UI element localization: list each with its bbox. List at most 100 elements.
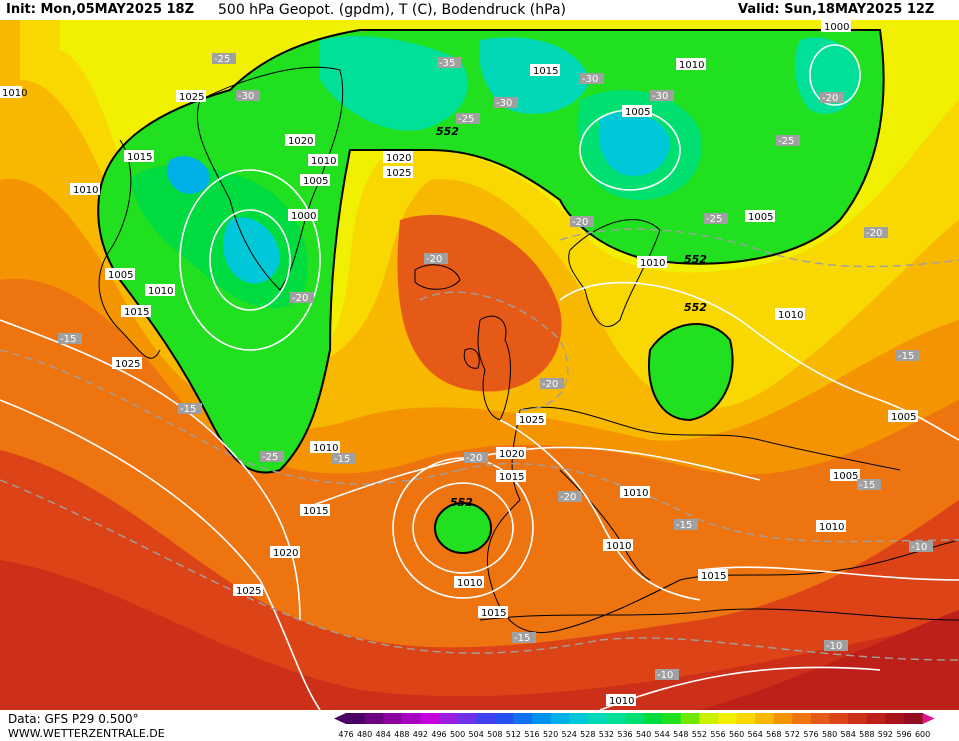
legend-swatch bbox=[829, 713, 849, 724]
svg-text:-20: -20 bbox=[466, 453, 482, 464]
legend-tick-label: 484 bbox=[376, 730, 391, 739]
legend-tick-label: 500 bbox=[450, 730, 465, 739]
legend-tick-label: 564 bbox=[748, 730, 763, 739]
svg-text:-20: -20 bbox=[572, 217, 588, 228]
isobar-label: 1010 bbox=[775, 308, 805, 321]
svg-text:-20: -20 bbox=[560, 492, 576, 503]
svg-text:1015: 1015 bbox=[499, 472, 524, 483]
legend-tick-label: 524 bbox=[562, 730, 577, 739]
svg-text:1020: 1020 bbox=[386, 153, 411, 164]
svg-text:1025: 1025 bbox=[519, 415, 544, 426]
legend-swatch bbox=[420, 713, 440, 724]
legend-tick-label: 516 bbox=[524, 730, 539, 739]
svg-text:-10: -10 bbox=[911, 542, 927, 553]
isobar-label: 1015 bbox=[121, 305, 151, 318]
legend-swatch bbox=[346, 713, 366, 724]
svg-text:1005: 1005 bbox=[833, 471, 858, 482]
svg-text:-15: -15 bbox=[60, 334, 76, 345]
legend-swatch bbox=[662, 713, 682, 724]
svg-text:1015: 1015 bbox=[303, 506, 328, 517]
isobar-label: 1005 bbox=[745, 210, 775, 223]
svg-text:1005: 1005 bbox=[891, 412, 916, 423]
isobar-label: 1025 bbox=[233, 584, 263, 597]
temp-label: -20 bbox=[820, 92, 844, 104]
legend-swatch bbox=[587, 713, 607, 724]
svg-text:1000: 1000 bbox=[824, 22, 849, 33]
init-time-label: Init: Mon,05MAY2025 18Z bbox=[6, 2, 195, 17]
legend-swatch bbox=[401, 713, 421, 724]
svg-text:1020: 1020 bbox=[273, 548, 298, 559]
temp-label: -15 bbox=[332, 453, 356, 465]
isobar-label: 1005 bbox=[622, 105, 652, 118]
svg-text:-15: -15 bbox=[180, 404, 196, 415]
legend-tick-label: 488 bbox=[394, 730, 409, 739]
data-source-label: Data: GFS P29 0.500° bbox=[8, 712, 139, 726]
temp-label: -15 bbox=[512, 632, 536, 644]
isobar-label: 1015 bbox=[300, 504, 330, 517]
svg-text:-30: -30 bbox=[582, 74, 598, 85]
svg-text:1025: 1025 bbox=[236, 586, 261, 597]
svg-text:1015: 1015 bbox=[127, 152, 152, 163]
temp-label: -30 bbox=[494, 97, 518, 109]
isobar-label: 1005 bbox=[830, 469, 860, 482]
temp-label: -25 bbox=[260, 451, 284, 463]
svg-text:-20: -20 bbox=[426, 254, 442, 265]
isotherm-labels: -25 -35 -30 -30 -30 -25 -30 -25 -20 -20 … bbox=[58, 53, 933, 681]
isobar-label: 1020 bbox=[383, 151, 413, 164]
geopotential-552-contour bbox=[97, 29, 885, 554]
isobar-label: 1020 bbox=[496, 447, 526, 460]
legend-tick-label: 576 bbox=[803, 730, 818, 739]
legend-swatch bbox=[383, 713, 403, 724]
svg-text:-25: -25 bbox=[458, 114, 474, 125]
isobar-label: 1015 bbox=[124, 150, 154, 163]
isobar-label: 1000 bbox=[288, 209, 318, 222]
isobar-label: 1015 bbox=[478, 606, 508, 619]
svg-text:1010: 1010 bbox=[2, 88, 27, 99]
svg-text:-25: -25 bbox=[706, 214, 722, 225]
isobar-label: 1010 bbox=[145, 284, 175, 297]
svg-text:-20: -20 bbox=[866, 228, 882, 239]
svg-text:-15: -15 bbox=[898, 351, 914, 362]
legend-swatch bbox=[680, 713, 700, 724]
svg-text:1010: 1010 bbox=[609, 696, 634, 707]
temp-label: -20 bbox=[864, 227, 888, 239]
svg-text:1005: 1005 bbox=[625, 107, 650, 118]
legend-swatch bbox=[885, 713, 905, 724]
svg-text:-20: -20 bbox=[822, 93, 838, 104]
svg-text:1005: 1005 bbox=[748, 212, 773, 223]
legend-tick-label: 476 bbox=[338, 730, 353, 739]
legend-tick-label: 544 bbox=[655, 730, 670, 739]
isobar-label: 1010 bbox=[308, 154, 338, 167]
svg-text:1025: 1025 bbox=[115, 359, 140, 370]
website-label: WWW.WETTERZENTRALE.DE bbox=[8, 727, 165, 740]
legend-tick-label: 596 bbox=[896, 730, 911, 739]
temp-label: -30 bbox=[236, 90, 260, 102]
svg-text:1005: 1005 bbox=[108, 270, 133, 281]
legend-tick-label: 532 bbox=[599, 730, 614, 739]
legend-tick-label: 528 bbox=[580, 730, 595, 739]
legend-swatch bbox=[625, 713, 645, 724]
legend-tick-label: 572 bbox=[785, 730, 800, 739]
isobar-label: 1010 bbox=[816, 520, 846, 533]
legend-swatch bbox=[792, 713, 812, 724]
svg-text:1010: 1010 bbox=[623, 488, 648, 499]
coastlines bbox=[98, 66, 959, 634]
svg-text:-20: -20 bbox=[542, 379, 558, 390]
legend-swatch bbox=[606, 713, 626, 724]
temp-label: -25 bbox=[212, 53, 236, 65]
svg-text:1010: 1010 bbox=[606, 541, 631, 552]
svg-text:-30: -30 bbox=[238, 91, 254, 102]
legend-tick-label: 480 bbox=[357, 730, 372, 739]
forecast-map: 1000 1025 1010 1015 1010 1020 1010 1015 … bbox=[0, 20, 959, 710]
isobar-label: 1025 bbox=[112, 357, 142, 370]
legend-swatch bbox=[699, 713, 719, 724]
legend-swatch bbox=[755, 713, 775, 724]
svg-text:1015: 1015 bbox=[533, 66, 558, 77]
temp-label: -25 bbox=[704, 213, 728, 225]
geopot-label: 552 bbox=[684, 253, 707, 266]
isobar-label: 1010 bbox=[70, 183, 100, 196]
legend-tick-label: 548 bbox=[673, 730, 688, 739]
temp-label: -25 bbox=[776, 135, 800, 147]
temp-label: -15 bbox=[674, 519, 698, 531]
legend-tick-label: 588 bbox=[859, 730, 874, 739]
